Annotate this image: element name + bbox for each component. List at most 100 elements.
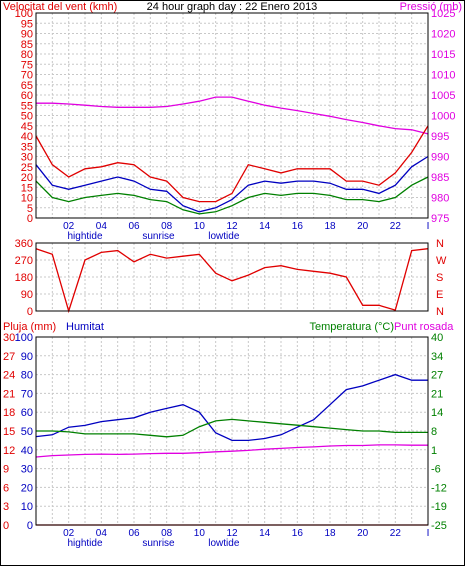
y-tick-label-pressure: 980 <box>431 193 449 205</box>
y-tick-label-wind: 75 <box>21 59 33 71</box>
y-tick-label-wind: 55 <box>21 100 33 112</box>
chart-title: 24 hour graph day : 22 Enero 2013 <box>147 1 318 13</box>
y-tick-label-humidity: 50 <box>21 426 33 438</box>
y-tick-label-humidity: 0 <box>27 520 33 532</box>
y-tick-label-pressure: 1000 <box>431 111 455 123</box>
tide-annotation: lowtide <box>208 231 240 242</box>
y-tick-label-pressure: 985 <box>431 172 449 184</box>
y-tick-label-wind: 0 <box>27 213 33 225</box>
y-tick-label-direction: 90 <box>21 289 33 301</box>
gust-line <box>35 155 429 213</box>
y-tick-label-wind: 20 <box>21 172 33 184</box>
y-tick-label-wind: 5 <box>27 203 33 215</box>
tide-annotation: sunrise <box>142 538 175 549</box>
y-tick-label-direction: 270 <box>15 255 33 267</box>
x-tick-label: 20 <box>357 528 369 539</box>
wind-line <box>35 125 429 203</box>
y-tick-label-wind: 100 <box>15 8 33 20</box>
y-tick-label-humidity: 20 <box>21 482 33 494</box>
y-tick-label-pressure: 1020 <box>431 29 455 41</box>
x-tick-label: 04 <box>96 221 108 232</box>
x-tick-label: 04 <box>96 528 108 539</box>
y-tick-label-pressure: 1005 <box>431 90 455 102</box>
y-tick-label-temperature: -6 <box>431 464 441 476</box>
x-tick-label: 12 <box>226 528 238 539</box>
x-tick-label: 14 <box>259 528 271 539</box>
x-tick-label: I <box>427 221 430 232</box>
y-tick-label-humidity: 10 <box>21 501 33 513</box>
x-tick-label: 02 <box>63 221 75 232</box>
y-tick-label-temperature: 14 <box>431 407 443 419</box>
compass-label: S <box>436 272 443 284</box>
y-tick-label-pressure: 975 <box>431 213 449 225</box>
temperature-axis-title: Temperatura (°C) <box>310 321 394 333</box>
y-tick-label-wind: 35 <box>21 141 33 153</box>
y-tick-label-temperature: -25 <box>431 520 447 532</box>
y-tick-label-rain: 21 <box>3 388 15 400</box>
x-tick-label: 20 <box>357 221 369 232</box>
y-tick-label-direction: 180 <box>15 272 33 284</box>
wind_green-line <box>35 176 429 215</box>
y-tick-label-temperature: 1 <box>431 445 437 457</box>
compass-label: W <box>436 255 447 267</box>
y-tick-label-pressure: 1010 <box>431 70 455 82</box>
x-tick-label: 22 <box>390 221 402 232</box>
y-tick-label-wind: 95 <box>21 18 33 30</box>
y-tick-label-rain: 30 <box>3 332 15 344</box>
y-tick-label-temperature: 40 <box>431 332 443 344</box>
x-tick-label: 16 <box>292 221 304 232</box>
pressure-line <box>36 96 429 135</box>
y-tick-label-wind: 15 <box>21 182 33 194</box>
y-tick-label-wind: 70 <box>21 70 33 82</box>
y-tick-label-rain: 12 <box>3 445 15 457</box>
y-tick-label-direction: 360 <box>15 238 33 250</box>
humidity-axis-title: Humitat <box>66 321 104 333</box>
y-tick-label-wind: 50 <box>21 111 33 123</box>
y-tick-label-temperature: -12 <box>431 482 447 494</box>
dew-point-axis-title: Punt rosada <box>394 321 454 333</box>
x-tick-label: 22 <box>390 528 402 539</box>
y-tick-label-pressure: 1025 <box>431 8 455 20</box>
y-tick-label-humidity: 60 <box>21 407 33 419</box>
x-tick-label: 18 <box>324 528 336 539</box>
compass-label: E <box>436 289 443 301</box>
temperature-line <box>36 418 428 438</box>
tide-annotation: lowtide <box>208 538 240 549</box>
y-tick-label-rain: 0 <box>3 520 9 532</box>
y-tick-label-wind: 65 <box>21 80 33 92</box>
y-tick-label-wind: 90 <box>21 29 33 41</box>
tide-annotation: hightide <box>67 538 102 549</box>
y-tick-label-temperature: 8 <box>431 426 437 438</box>
y-tick-label-rain: 24 <box>3 370 15 382</box>
y-tick-label-humidity: 40 <box>21 445 33 457</box>
x-tick-label: 08 <box>161 221 173 232</box>
wind-pressure-plot-area <box>35 12 429 219</box>
y-tick-label-temperature: 34 <box>431 351 443 363</box>
y-tick-label-pressure: 995 <box>431 131 449 143</box>
y-tick-label-wind: 60 <box>21 90 33 102</box>
wind-axis-title: Velocitat del vent (kmh) <box>3 1 117 13</box>
y-tick-label-humidity: 90 <box>21 351 33 363</box>
x-tick-label: 16 <box>292 528 304 539</box>
x-tick-label: 06 <box>128 528 140 539</box>
y-tick-label-humidity: 30 <box>21 464 33 476</box>
y-tick-label-rain: 6 <box>3 482 9 494</box>
y-tick-label-humidity: 70 <box>21 388 33 400</box>
dew_point-line <box>35 444 428 458</box>
wind-direction-line <box>35 248 429 314</box>
y-tick-label-humidity: 100 <box>15 332 33 344</box>
y-tick-label-rain: 27 <box>3 351 15 363</box>
rain-humidity-temperature-plot-area <box>35 336 429 526</box>
x-tick-label: 02 <box>63 528 75 539</box>
x-tick-label: 18 <box>324 221 336 232</box>
y-tick-label-direction: 0 <box>27 306 33 318</box>
y-tick-label-rain: 3 <box>3 501 9 513</box>
pressure-axis-title: Pressió (mb) <box>400 1 462 13</box>
x-tick-label: 08 <box>161 528 173 539</box>
x-tick-label: I <box>427 528 430 539</box>
y-tick-label-wind: 80 <box>21 49 33 61</box>
x-tick-label: 14 <box>259 221 271 232</box>
x-tick-label: 06 <box>128 221 140 232</box>
y-tick-label-wind: 45 <box>21 121 33 133</box>
